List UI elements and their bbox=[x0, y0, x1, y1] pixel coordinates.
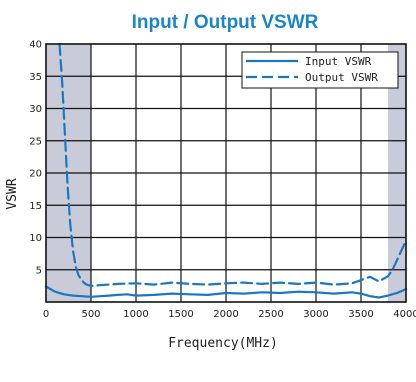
series-line-output-vswr bbox=[58, 42, 408, 287]
x-axis-label: Frequency(MHz) bbox=[168, 336, 278, 351]
y-tick-label: 5 bbox=[36, 265, 42, 276]
x-tick-label: 3500 bbox=[348, 309, 373, 320]
series-line-input-vswr bbox=[44, 285, 408, 299]
y-axis-label: VSWR bbox=[5, 178, 20, 209]
y-tick-label: 40 bbox=[29, 40, 42, 51]
y-tick-label: 10 bbox=[29, 233, 42, 244]
tick-label-layer: 0 500 1000 1500 2000 2500 3000 3500 4000 5 10 15 20 2… bbox=[29, 40, 416, 321]
series-layer bbox=[44, 42, 408, 299]
legend-box bbox=[241, 51, 399, 89]
legend-label-output: Output VSWR bbox=[305, 71, 378, 84]
plot-frame bbox=[45, 43, 407, 303]
legend: Input VSWR Output VSWR bbox=[241, 51, 399, 89]
x-tick-label: 2000 bbox=[213, 309, 238, 320]
x-tick-label: 3000 bbox=[303, 309, 328, 320]
y-tick-label: 20 bbox=[29, 169, 42, 180]
x-tick-label: 0 bbox=[43, 309, 49, 320]
y-tick-label: 30 bbox=[29, 104, 42, 115]
x-tick-label: 1500 bbox=[168, 309, 193, 320]
y-tick-label: 35 bbox=[29, 72, 42, 83]
legend-label-input: Input VSWR bbox=[305, 55, 372, 68]
x-tick-label: 4000 bbox=[393, 309, 416, 320]
x-tick-label: 500 bbox=[81, 309, 100, 320]
grid-layer bbox=[46, 44, 406, 302]
y-tick-label: 25 bbox=[29, 136, 42, 147]
y-tick-label: 15 bbox=[29, 201, 42, 212]
x-tick-label: 2500 bbox=[258, 309, 283, 320]
chart-title: Input / Output VSWR bbox=[132, 12, 319, 33]
x-tick-label: 1000 bbox=[123, 309, 148, 320]
